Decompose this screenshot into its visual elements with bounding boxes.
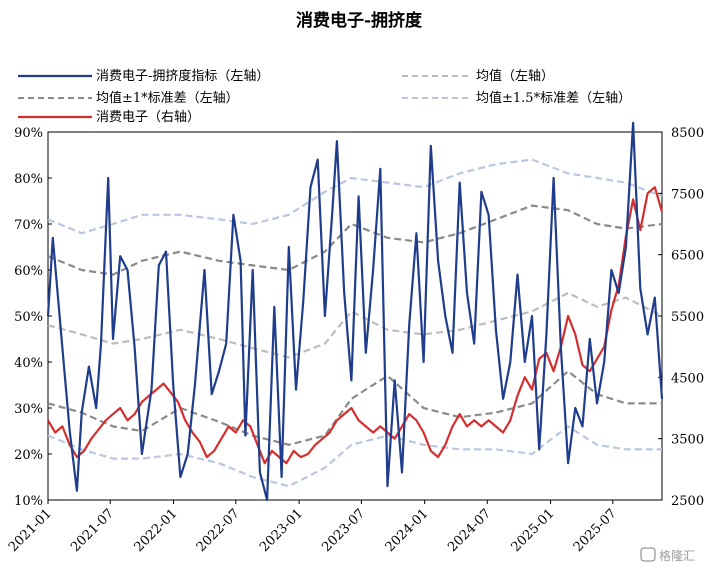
y-right-tick-label: 8500 <box>671 126 704 141</box>
legend-label-std1: 均值±1*标准差（左轴） <box>96 90 239 106</box>
series-line-std15-lower <box>47 425 662 488</box>
y-left-tick-label: 80% <box>14 172 43 187</box>
legend-label-mean: 均值（左轴） <box>476 68 554 84</box>
legend-item-index: 消费电子（右轴） <box>18 110 200 125</box>
y-left-tick-label: 90% <box>14 126 43 141</box>
x-tick-label: 2021-01 <box>6 506 55 555</box>
y-right-tick-label: 2500 <box>671 494 704 509</box>
y-right-tick-label: 3500 <box>671 433 704 448</box>
y-right-tick-label: 4500 <box>671 371 704 386</box>
x-tick-label: 2025-07 <box>571 506 620 555</box>
series-line-crowding <box>46 121 664 502</box>
watermark-logo-icon <box>640 547 656 562</box>
y-right-tick-label: 5500 <box>671 310 704 325</box>
x-tick-label: 2023-07 <box>319 506 368 555</box>
y-right-tick-label: 7500 <box>671 187 704 202</box>
legend-label-std15: 均值±1.5*标准差（左轴） <box>476 90 631 106</box>
y-left-tick-label: 60% <box>14 264 43 279</box>
axes: 10% 20% 30% 40% 50% 60% 70% 80% 90% 2500 3500 4500 5… <box>6 126 704 555</box>
y-left-tick-label: 40% <box>14 356 43 371</box>
x-tick-label: 2024-01 <box>383 506 432 555</box>
x-tick-label: 2025-01 <box>509 506 558 555</box>
x-tick-label: 2022-07 <box>194 506 243 555</box>
watermark-text: 格隆汇 <box>659 548 695 563</box>
legend-item-crowding: 消费电子-拥挤度指标（左轴） <box>18 68 269 84</box>
legend-item-std15: 均值±1.5*标准差（左轴） <box>402 90 631 106</box>
series-line-std15-upper <box>47 158 663 235</box>
y-left-tick-label: 10% <box>14 494 43 509</box>
x-tick-label: 2024-07 <box>445 506 494 555</box>
x-tick-label: 2023-01 <box>257 506 306 555</box>
legend-item-std1: 均值±1*标准差（左轴） <box>18 90 239 106</box>
legend-label-crowding: 消费电子-拥挤度指标（左轴） <box>96 68 269 84</box>
legend-item-mean: 均值（左轴） <box>402 68 554 84</box>
y-left-tick-label: 50% <box>14 310 43 325</box>
series-line-std1-upper <box>47 204 663 276</box>
x-tick-label: 2021-07 <box>68 506 117 555</box>
plot-area <box>46 121 664 502</box>
x-tick-label: 2022-01 <box>132 506 181 555</box>
y-left-tick-label: 20% <box>14 448 43 463</box>
y-left-tick-label: 70% <box>14 218 43 233</box>
chart-title: 消费电子-拥挤度 <box>296 10 423 31</box>
y-left-tick-label: 30% <box>14 402 43 417</box>
legend-label-index: 消费电子（右轴） <box>96 110 200 125</box>
legend: 消费电子-拥挤度指标（左轴） 均值（左轴） 均值±1*标准差（左轴） 均值±1.… <box>18 68 631 125</box>
watermark: 格隆汇 <box>640 547 695 563</box>
y-right-tick-label: 6500 <box>671 249 704 264</box>
